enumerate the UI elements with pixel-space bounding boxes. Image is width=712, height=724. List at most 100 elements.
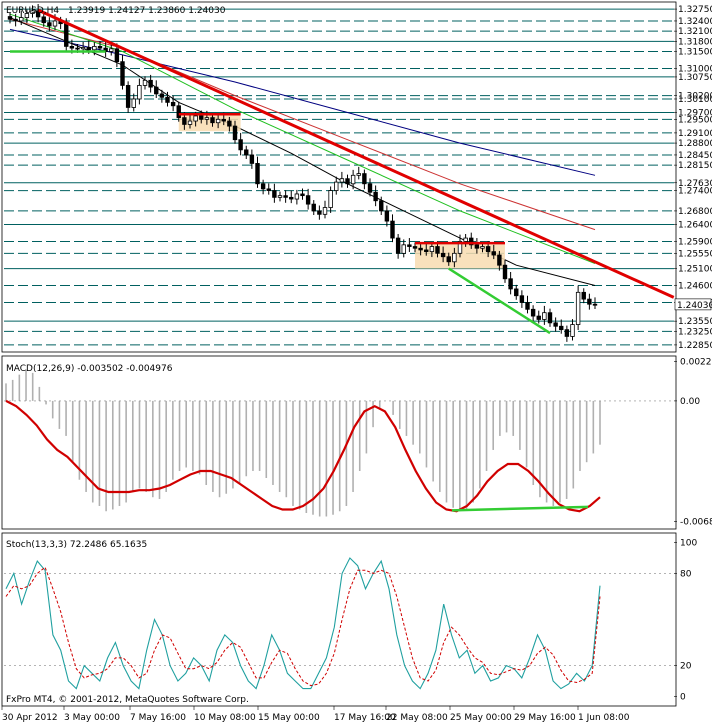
candle-body <box>317 210 322 215</box>
candle-body <box>407 244 412 247</box>
moving-average-line <box>9 13 596 264</box>
stoch-tick-label: 20 <box>680 662 692 672</box>
candle-body <box>221 118 226 122</box>
candle-body <box>92 46 97 51</box>
time-tick-label: 1 Jun 08:00 <box>578 713 630 723</box>
candle-body <box>362 173 367 185</box>
macd-signal-line <box>5 399 601 513</box>
candle-body <box>485 246 491 253</box>
price-pane <box>1 1 677 353</box>
candle-body <box>120 61 125 86</box>
candle-body <box>294 193 300 200</box>
candle-body <box>424 249 429 253</box>
candle-body <box>435 246 440 254</box>
candle-body <box>457 241 463 254</box>
candle-body <box>69 46 75 49</box>
candle-body <box>367 183 373 193</box>
candle-body <box>24 13 30 18</box>
candle-body <box>581 291 586 300</box>
candle-body <box>204 117 210 120</box>
candle-body <box>474 244 480 249</box>
time-tick-label: 29 May 16:00 <box>514 713 576 723</box>
candle-body <box>350 174 356 185</box>
candle-body <box>547 312 553 324</box>
price-tick-label: 1.32100 <box>678 27 712 37</box>
candle-body <box>52 20 58 27</box>
candle-body <box>97 46 103 49</box>
candle-body <box>514 288 519 297</box>
price-tick-label: 1.29700 <box>678 109 712 119</box>
candle-body <box>300 193 305 197</box>
candle-body <box>215 118 221 124</box>
stoch-signal-line <box>5 566 601 687</box>
price-tick-label: 1.28450 <box>678 151 712 161</box>
macd-tick-label: 0.00 <box>680 397 700 407</box>
candle-body <box>592 303 598 306</box>
candle-body <box>502 264 508 280</box>
candle-body <box>283 195 288 198</box>
time-tick-label: 10 May 08:00 <box>194 713 256 723</box>
stoch-tick-label: 100 <box>680 539 697 549</box>
candle-body <box>131 98 136 108</box>
price-tick-label: 1.26800 <box>678 207 712 217</box>
candle-body <box>154 86 159 95</box>
price-tick-label: 1.31800 <box>678 37 712 47</box>
candle-body <box>328 190 333 208</box>
candle-body <box>249 154 255 164</box>
downtrend-line <box>37 8 675 299</box>
price-tick-label: 1.27400 <box>678 187 712 197</box>
macd-tick-label: 0.00225 <box>680 358 712 368</box>
candle-body <box>142 79 148 86</box>
candle-body <box>19 17 24 22</box>
candle-body <box>570 324 575 337</box>
stoch-plot: 100 80 20 0 <box>4 539 697 702</box>
price-levels <box>4 8 674 346</box>
macd-tick-label: -0.00689 <box>680 518 712 528</box>
ohlc-readout: 1.23919 1.24127 1.23860 1.24030 <box>68 6 226 16</box>
macd-title: MACD(12,26,9) -0.003502 -0.004976 <box>6 364 173 374</box>
candle-body <box>379 200 384 212</box>
candle-body <box>497 254 502 266</box>
price-tick-label: 1.23250 <box>678 327 712 337</box>
candle-body <box>401 244 406 254</box>
price-tick-label: 1.31500 <box>678 47 712 57</box>
chart-title: EURUSD,H4 <box>6 6 59 16</box>
candle-body <box>322 207 328 215</box>
candle-body <box>244 149 249 156</box>
time-tick-label: 17 May 16:00 <box>334 713 396 723</box>
candle-body <box>542 312 547 320</box>
candle-body <box>480 246 485 249</box>
candle-body <box>64 23 69 47</box>
candle-body <box>356 173 361 176</box>
price-tick-label: 1.25900 <box>678 237 712 247</box>
candle-body <box>559 325 564 331</box>
support-line <box>448 267 551 335</box>
candle-body <box>339 178 345 183</box>
candle-body <box>452 252 457 263</box>
candle-body <box>508 278 513 290</box>
candle-body <box>187 120 193 125</box>
candle-body <box>210 117 215 124</box>
candle-body <box>114 48 120 63</box>
candle-body <box>525 302 530 310</box>
candle-body <box>238 139 243 151</box>
candle-body <box>75 47 80 50</box>
price-tick-label: 1.26400 <box>678 220 712 230</box>
candle-body <box>260 183 266 190</box>
stoch-title: Stoch(13,3,3) 72.2486 65.1635 <box>6 540 147 550</box>
price-tick-label: 1.22850 <box>678 341 712 351</box>
candle-body <box>80 47 86 50</box>
price-tick-label: 1.30200 <box>678 92 712 102</box>
time-tick-label: 30 Apr 2012 <box>2 713 58 723</box>
candle-body <box>165 96 170 103</box>
candle-body <box>30 10 35 14</box>
candle-body <box>182 117 187 125</box>
price-tick-label: 1.30100 <box>678 95 712 105</box>
candle-body <box>137 85 142 100</box>
candle-body <box>227 120 232 127</box>
candle-body <box>148 79 153 88</box>
candle-body <box>305 195 311 205</box>
candle-body <box>199 115 204 120</box>
candle-body <box>395 237 401 254</box>
